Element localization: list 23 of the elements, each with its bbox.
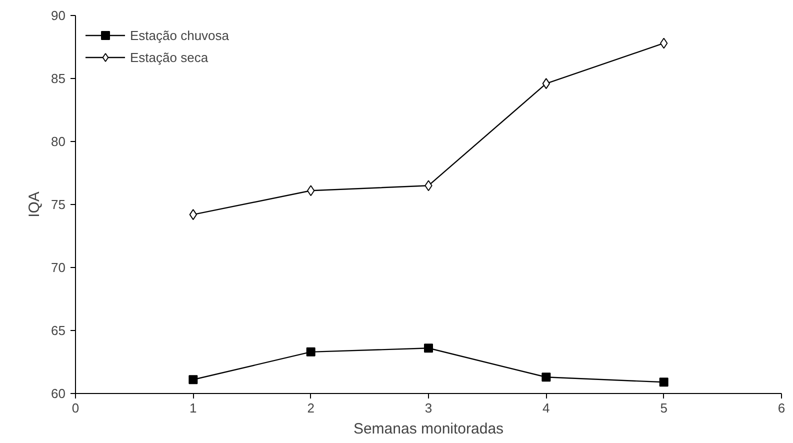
- y-tick-label: 90: [51, 8, 66, 23]
- x-tick-label: 1: [190, 400, 197, 416]
- y-axis-title: IQA: [26, 192, 44, 218]
- y-tick-label: 60: [51, 386, 66, 401]
- y-tick-label: 85: [51, 71, 66, 86]
- point: [659, 378, 668, 387]
- y-tick-label: 65: [51, 323, 66, 338]
- legend-label: Estação chuvosa: [130, 28, 230, 42]
- legend-label: Estação seca: [130, 50, 208, 64]
- y-tick-label: 75: [51, 197, 66, 212]
- point: [188, 375, 198, 384]
- x-tick-label: 0: [72, 400, 80, 416]
- x-tick-label: 4: [542, 400, 550, 416]
- x-tick-label: 5: [660, 400, 668, 416]
- y-tick-label: 80: [51, 134, 66, 149]
- point: [424, 344, 433, 353]
- point: [306, 347, 316, 356]
- y-tick-label: 70: [51, 260, 66, 275]
- x-tick-label: 2: [307, 400, 314, 416]
- point: [542, 372, 551, 382]
- x-axis-title: Semanas monitoradas: [353, 420, 504, 438]
- x-tick-label: 3: [424, 400, 432, 416]
- x-tick-label: 6: [778, 400, 786, 416]
